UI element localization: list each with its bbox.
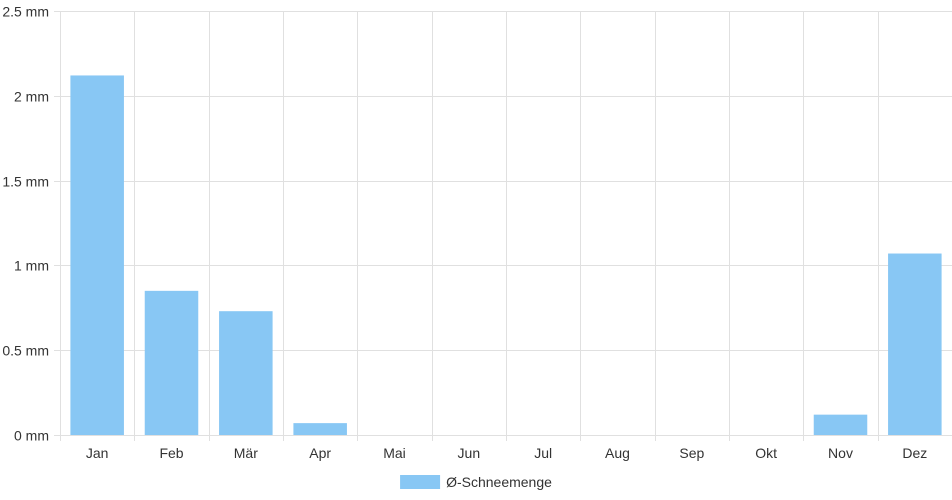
x-tick-label: Jun [458,445,481,461]
x-tick-label: Jan [86,445,109,461]
bar-feb [144,290,199,435]
legend-label: Ø-Schneemenge [446,474,552,490]
y-tick-label: 1 mm [14,258,49,274]
y-tick-label: 1.5 mm [2,174,49,190]
x-tick-label: Mär [234,445,258,461]
bar-jan [70,75,124,435]
x-tick-label: Feb [159,445,183,461]
x-tick-label: Jul [534,445,552,461]
x-tick-label: Aug [605,445,630,461]
bar-series [70,75,942,435]
legend[interactable]: Ø-Schneemenge [400,474,552,490]
x-tick-label: Mai [383,445,406,461]
y-tick-label: 2 mm [14,89,49,105]
grid-lines [54,11,952,441]
x-axis-tick-labels: Jan Feb Mär Apr Mai Jun Jul Aug Sep Okt Nov Dez [86,445,927,461]
y-tick-label: 0.5 mm [2,343,49,359]
y-tick-label: 2.5 mm [2,4,49,20]
bar-mär [219,311,273,435]
x-tick-label: Nov [828,445,853,461]
y-tick-label: 0 mm [14,428,49,444]
bar-apr [293,423,347,435]
bar-nov [813,414,868,435]
x-tick-label: Sep [679,445,704,461]
legend-swatch [400,475,441,489]
x-tick-label: Dez [902,445,927,461]
x-tick-label: Apr [309,445,331,461]
x-tick-label: Okt [755,445,777,461]
bar-dez [888,253,942,435]
y-axis-tick-labels: 0 mm 0.5 mm 1 mm 1.5 mm 2 mm 2.5 mm [2,4,49,444]
